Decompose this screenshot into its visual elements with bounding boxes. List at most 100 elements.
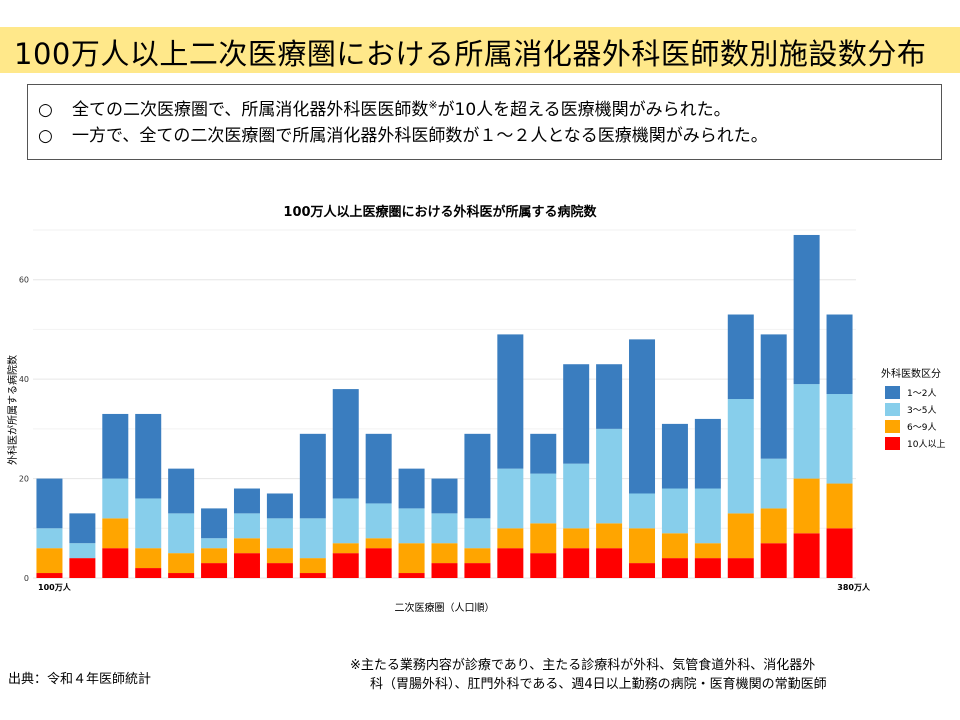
bar-segment	[36, 548, 63, 574]
y-tick-label: 60	[19, 276, 29, 285]
bar-segment	[36, 528, 63, 549]
bar-segment	[629, 528, 656, 564]
bar-segment	[365, 548, 392, 578]
bar-segment	[760, 508, 787, 544]
title-band: 100万人以上二次医療圏における所属消化器外科医師数別施設数分布	[0, 27, 960, 73]
bar-segment	[233, 488, 260, 514]
bar-segment	[266, 518, 293, 549]
bar-segment	[826, 314, 853, 395]
stacked-bar-chart: 100万人以上医療圏における外科医が所属する病院数 0 20 40 60 100万人 380…	[6, 204, 945, 614]
bar-segment	[826, 394, 853, 484]
bar-segment	[727, 399, 754, 514]
bar-segment	[398, 508, 425, 544]
bar-segment	[661, 423, 688, 489]
legend-label: 3～5人	[907, 405, 936, 416]
bar-segment	[102, 548, 129, 578]
bar-segment	[694, 558, 721, 578]
bar-segment	[135, 498, 162, 549]
bar-segment	[563, 548, 590, 578]
bar-segment	[266, 563, 293, 578]
bar-segment	[826, 483, 853, 529]
bar-segment	[661, 488, 688, 534]
bar-segment	[233, 538, 260, 554]
bullet-footnote-mark: ※	[428, 98, 438, 112]
x-last-label: 380万人	[837, 582, 871, 592]
bar-segment	[760, 543, 787, 578]
bar-segment	[464, 563, 491, 578]
bar-segment	[201, 563, 228, 578]
bar-segment	[596, 523, 623, 549]
bar-segment	[135, 568, 162, 578]
bar-segment	[365, 538, 392, 549]
bar-segment	[596, 428, 623, 524]
source-citation: 出典：令和４年医師統計	[8, 672, 152, 687]
x-axis-title: 二次医療圏（人口順）	[395, 601, 495, 614]
bar-segment	[135, 413, 162, 499]
bar-segment	[69, 513, 96, 544]
bar-segment	[365, 433, 392, 504]
bar-segment	[629, 563, 656, 578]
bar-segment	[201, 508, 228, 539]
bar-segment	[727, 314, 754, 400]
bar-segment	[793, 533, 820, 578]
legend-label: 1～2人	[907, 388, 936, 399]
bar-segment	[299, 573, 326, 578]
legend-swatch	[885, 420, 900, 433]
bar-segment	[497, 528, 524, 549]
bar-segment	[497, 334, 524, 469]
bar-segment	[69, 558, 96, 578]
bar-segment	[233, 513, 260, 539]
bullet-mark: ○	[38, 100, 53, 120]
bar-segment	[299, 433, 326, 519]
bar-segment	[36, 573, 63, 578]
bar-segment	[563, 463, 590, 529]
bar-segment	[201, 538, 228, 549]
x-first-label: 100万人	[38, 582, 72, 592]
legend-swatch	[885, 437, 900, 450]
bullet-text-post: が10人を超える医療機関がみられた。	[437, 100, 731, 120]
legend-label: 10人以上	[907, 439, 945, 450]
bar-segment	[102, 518, 129, 549]
bar-segment	[694, 488, 721, 544]
bar-segment	[135, 548, 162, 569]
bar-segment	[332, 543, 359, 554]
bar-segment	[464, 548, 491, 564]
bar-segment	[694, 418, 721, 489]
summary-box: ○ 全ての二次医療圏で、所属消化器外科医医師数※が10人を超える医療機関がみられた…	[27, 84, 942, 160]
bar-segment	[398, 468, 425, 509]
bar-segment	[431, 563, 458, 578]
y-tick-label: 40	[19, 375, 29, 384]
bar-segment	[69, 543, 96, 559]
bar-segment	[332, 498, 359, 544]
bullet-mark: ○	[38, 126, 53, 146]
legend-swatch	[885, 403, 900, 416]
bar-segment	[497, 468, 524, 529]
bar-segment	[431, 513, 458, 544]
footnote-line-1: ※主たる業務内容が診療であり、主たる診療科が外科、気管食道外科、消化器外	[350, 658, 816, 673]
bar-segment	[760, 458, 787, 509]
bar-segment	[299, 558, 326, 574]
summary-bullet-1: ○ 全ての二次医療圏で、所属消化器外科医医師数※が10人を超える医療機関がみられた…	[38, 95, 731, 120]
bar-segment	[661, 558, 688, 578]
bar-segment	[168, 553, 195, 574]
bar-segment	[168, 513, 195, 554]
bar-segment	[530, 433, 557, 474]
bar-segment	[398, 573, 425, 578]
bar-segment	[332, 389, 359, 499]
bar-segment	[530, 523, 557, 554]
legend-title: 外科医数区分	[881, 367, 941, 380]
bullet-text-pre: 全ての二次医療圏で、所属消化器外科医医師数	[72, 100, 429, 120]
bar-segment	[102, 478, 129, 519]
footnote: ※主たる業務内容が診療であり、主たる診療科が外科、気管食道外科、消化器外 科（胃…	[350, 656, 910, 694]
bar-segment	[661, 533, 688, 559]
y-tick-label: 20	[19, 475, 29, 484]
bar-segment	[365, 503, 392, 539]
bar-segment	[727, 513, 754, 559]
bar-segment	[431, 478, 458, 514]
bar-segment	[530, 553, 557, 578]
bar-segment	[629, 339, 656, 494]
bar-segment	[233, 553, 260, 578]
bar-segment	[266, 493, 293, 519]
bar-segment	[760, 334, 787, 459]
bar-segment	[332, 553, 359, 578]
